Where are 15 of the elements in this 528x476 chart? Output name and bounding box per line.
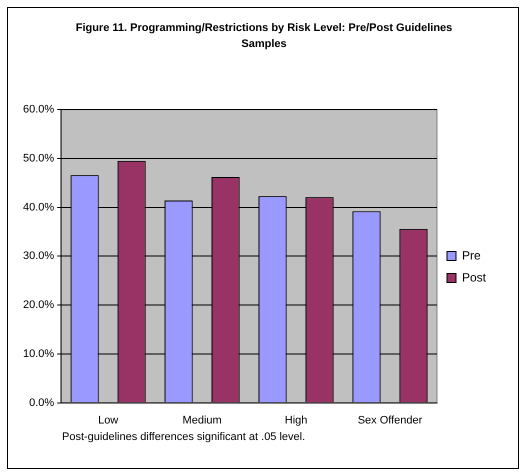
legend-label: Pre (462, 248, 481, 262)
y-tick-label: 20.0% (22, 299, 54, 312)
text: Post-guidelines differences significant at .05 level. (62, 431, 306, 443)
x-tick-label: Low (98, 414, 118, 426)
y-tick-label: 50.0% (22, 152, 54, 164)
y-tick-label: 30.0% (22, 250, 54, 262)
x-tick-label: Medium (182, 414, 222, 426)
x-tick-label: High (284, 414, 308, 426)
y-tick-label: 10.0% (22, 348, 54, 360)
y-tick-label: 0.0% (29, 396, 54, 409)
y-tick-label: 60.0% (22, 104, 54, 116)
chart-title: Figure 11. Programming/Restrictions by Risk Level: Pre/Post Guidelines Samples (74, 21, 454, 52)
y-tick-label: 40.0% (22, 201, 54, 214)
legend-label: Post (462, 270, 487, 284)
x-tick-label: Sex Offender (358, 414, 423, 426)
